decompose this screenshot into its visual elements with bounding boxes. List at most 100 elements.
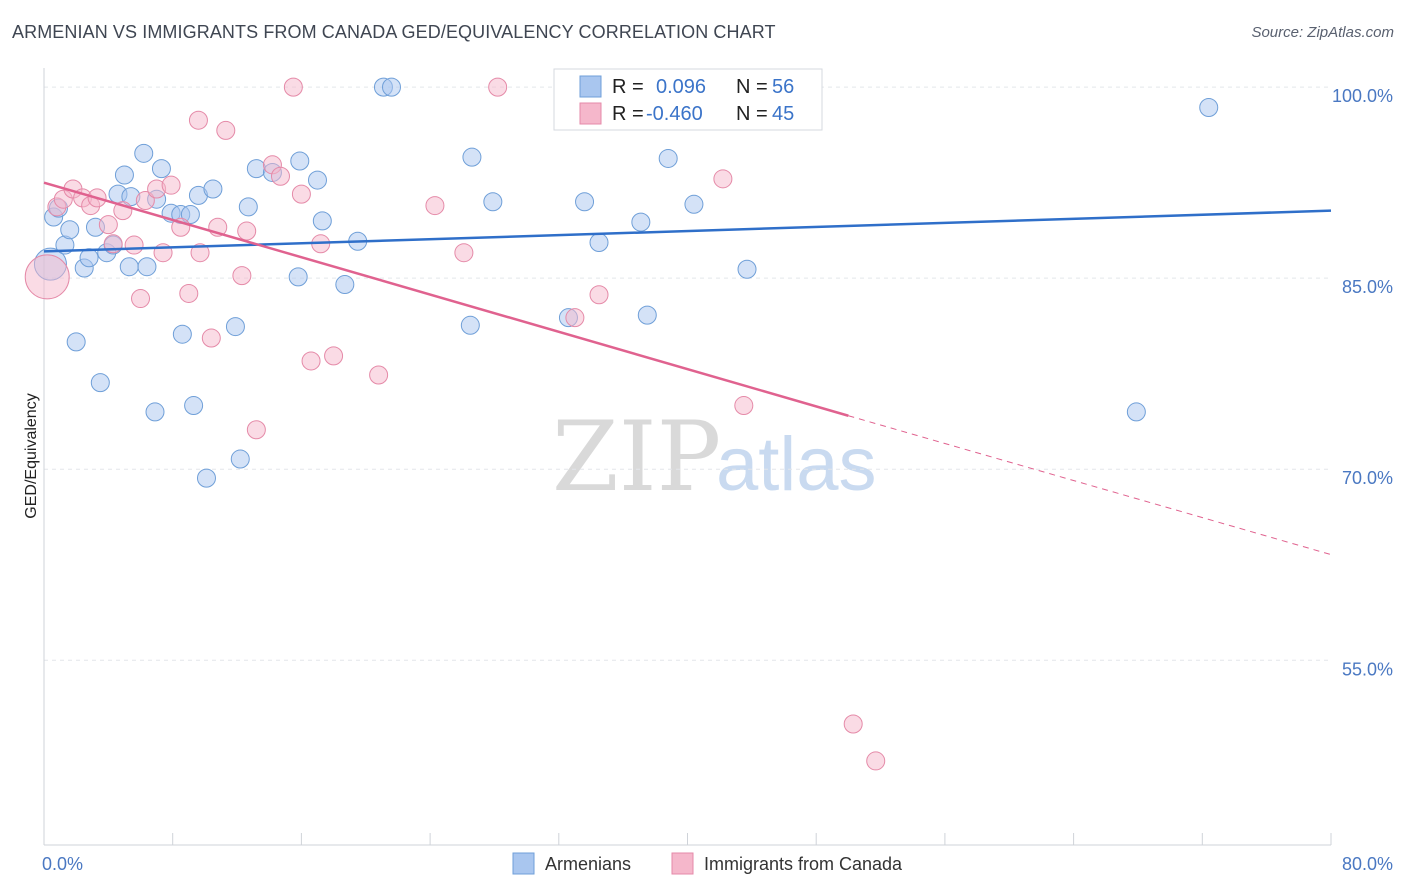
point-armenians: [462, 147, 482, 167]
legend-swatch-canada: [671, 852, 694, 875]
point-armenians: [737, 259, 757, 279]
point-armenians: [631, 212, 651, 232]
point-armenians: [238, 197, 258, 217]
point-canada: [98, 215, 118, 235]
point-canada: [283, 77, 303, 97]
point-armenians: [137, 257, 157, 277]
stats-r-value-armenians: 0.096: [656, 76, 706, 98]
point-canada: [301, 351, 321, 371]
point-canada: [24, 254, 70, 300]
point-armenians: [66, 332, 86, 352]
point-canada: [232, 266, 252, 286]
trend-line-armenians: [43, 209, 1332, 253]
x-tick-label: 0.0%: [42, 854, 83, 874]
y-tick-labels: 100.0% 85.0% 70.0% 55.0%: [1332, 86, 1393, 679]
point-canada: [188, 110, 208, 130]
point-armenians: [145, 402, 165, 422]
point-canada: [161, 175, 181, 195]
point-armenians: [79, 248, 99, 268]
point-armenians: [60, 220, 80, 240]
legend-label-armenians: Armenians: [545, 854, 631, 874]
point-canada: [324, 346, 344, 366]
trend-line-canada-extension: [848, 415, 1332, 556]
point-armenians: [312, 211, 332, 231]
stats-n-label-armenians: N =: [736, 76, 768, 98]
point-armenians: [483, 192, 503, 212]
point-canada: [190, 243, 210, 263]
point-canada: [124, 235, 144, 255]
gridlines: [44, 86, 1331, 661]
y-tick-label: 85.0%: [1342, 277, 1393, 297]
x-tick-labels: 0.0% 80.0%: [42, 854, 1393, 874]
source-credit: Source: ZipAtlas.com: [1251, 24, 1394, 41]
point-armenians: [575, 192, 595, 212]
point-armenians: [203, 179, 223, 199]
point-armenians: [184, 396, 204, 416]
stats-n-value-canada: 45: [772, 103, 794, 125]
point-canada: [565, 308, 585, 328]
point-canada: [291, 184, 311, 204]
trend-lines: [43, 181, 1332, 556]
point-canada: [369, 365, 389, 385]
y-tick-label: 55.0%: [1342, 659, 1393, 679]
point-canada: [454, 243, 474, 263]
point-canada: [237, 221, 257, 241]
point-armenians: [246, 159, 266, 179]
stats-r-label-canada: R =: [612, 103, 644, 125]
point-canada: [589, 285, 609, 305]
point-canada: [179, 283, 199, 303]
stats-r-value-canada: -0.460: [646, 103, 703, 125]
point-armenians: [684, 194, 704, 214]
legend: Armenians Immigrants from Canada: [512, 852, 903, 875]
y-tick-label: 100.0%: [1332, 86, 1393, 106]
point-armenians: [589, 233, 609, 253]
point-armenians: [134, 143, 154, 163]
point-armenians: [119, 257, 139, 277]
point-canada: [425, 196, 445, 216]
data-points: [24, 77, 1219, 771]
point-armenians: [288, 267, 308, 287]
point-armenians: [196, 468, 216, 488]
point-armenians: [1126, 402, 1146, 422]
point-canada: [843, 714, 863, 734]
watermark-zip: ZIP: [552, 401, 721, 513]
point-canada: [216, 120, 236, 140]
point-armenians: [307, 170, 327, 190]
stats-r-label-armenians: R =: [612, 76, 644, 98]
point-armenians: [637, 305, 657, 325]
point-canada: [246, 420, 266, 440]
stats-swatch-armenians: [579, 75, 602, 98]
point-canada: [488, 77, 508, 97]
y-axis-label: GED/Equivalency: [23, 393, 40, 518]
point-armenians: [230, 449, 250, 469]
point-armenians: [658, 148, 678, 168]
point-canada: [866, 751, 886, 771]
chart-title: ARMENIAN VS IMMIGRANTS FROM CANADA GED/E…: [12, 22, 776, 42]
y-tick-label: 70.0%: [1342, 468, 1393, 488]
point-armenians: [381, 77, 401, 97]
point-armenians: [114, 165, 134, 185]
x-ticks: [172, 833, 1332, 845]
point-canada: [734, 396, 754, 416]
stats-swatch-canada: [579, 102, 602, 125]
point-canada: [270, 166, 290, 186]
stats-n-value-armenians: 56: [772, 76, 794, 98]
x-tick-label: 80.0%: [1342, 854, 1393, 874]
point-armenians: [290, 151, 310, 171]
point-armenians: [460, 315, 480, 335]
trend-line-canada: [43, 181, 849, 417]
stats-n-label-canada: N =: [736, 103, 768, 125]
point-armenians: [225, 317, 245, 337]
stats-box: R = 0.096 N = 56 R = -0.460 N = 45: [553, 68, 823, 131]
point-canada: [131, 289, 151, 309]
point-armenians: [90, 373, 110, 393]
point-armenians: [335, 275, 355, 295]
watermark-atlas: atlas: [716, 422, 877, 507]
point-armenians: [1199, 97, 1219, 117]
point-canada: [713, 169, 733, 189]
point-armenians: [172, 324, 192, 344]
point-armenians: [151, 159, 171, 179]
legend-swatch-armenians: [512, 852, 535, 875]
point-canada: [135, 190, 155, 210]
